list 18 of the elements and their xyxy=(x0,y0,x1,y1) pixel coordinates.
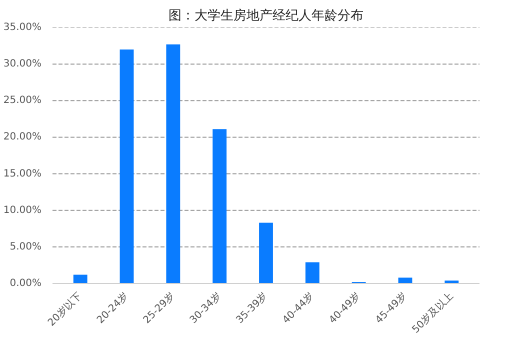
y-tick-label: 5.00% xyxy=(10,241,42,252)
x-tick-label: 50岁及以上 xyxy=(410,290,456,336)
y-tick-label: 30.00% xyxy=(3,58,42,70)
bar xyxy=(166,44,180,284)
y-tick-label: 25.00% xyxy=(3,95,42,106)
y-tick-label: 35.00% xyxy=(3,22,42,33)
bar xyxy=(259,222,273,284)
bar xyxy=(305,262,320,284)
bar xyxy=(212,129,227,284)
y-tick-label: 0.00% xyxy=(10,278,42,289)
y-tick-label: 15.00% xyxy=(3,168,42,180)
chart-title: 图：大学生房地产经纪人年龄分布 xyxy=(168,8,364,22)
bar xyxy=(120,49,134,284)
x-tick-label: 20岁以下 xyxy=(46,290,84,329)
y-tick-label: 20.00% xyxy=(3,132,42,143)
bar xyxy=(73,274,88,284)
bar xyxy=(398,278,412,284)
y-tick-label: 10.00% xyxy=(3,204,42,216)
